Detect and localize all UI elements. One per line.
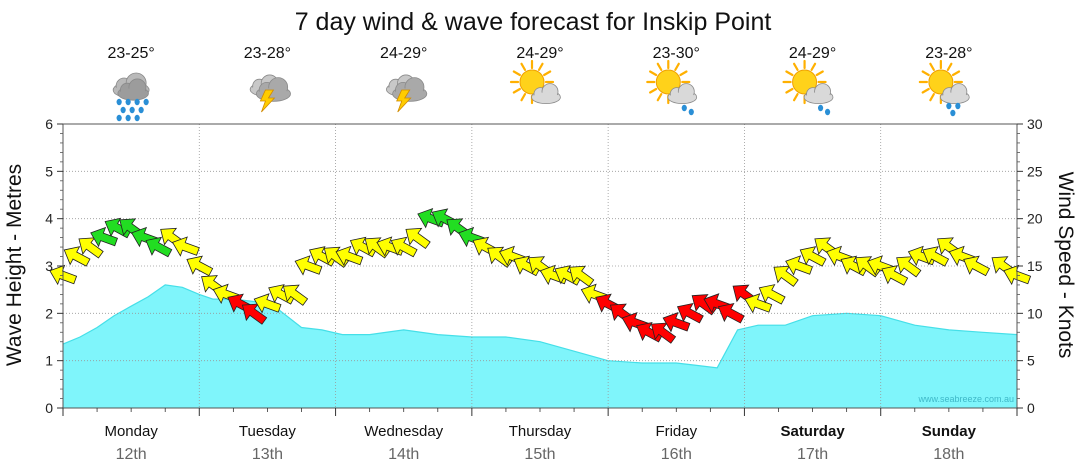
wind-arrow: [676, 302, 704, 324]
wind-arrow: [335, 245, 364, 267]
rain-cloud-icon: [112, 72, 150, 122]
wind-arrow: [241, 303, 268, 325]
wind-arrow: [390, 236, 418, 258]
wind-arrow: [922, 246, 950, 267]
right-tick-label: 10: [1027, 305, 1043, 321]
thunderstorm-icon: [249, 74, 291, 113]
day-date-label: 14th: [388, 446, 419, 463]
partly-cloudy-shower-icon: [782, 59, 834, 116]
wind-arrow: [758, 284, 786, 305]
left-tick-label: 3: [45, 258, 53, 274]
wind-arrow: [171, 236, 200, 257]
partly-cloudy-icon: [509, 59, 561, 105]
wind-arrow: [650, 322, 677, 344]
day-name-label: Monday: [104, 423, 158, 440]
left-tick-label: 2: [45, 305, 53, 321]
wind-arrow: [186, 255, 214, 277]
day-name-label: Thursday: [509, 423, 572, 440]
day-temperature: 23-30°: [653, 45, 700, 62]
left-tick-label: 6: [45, 116, 53, 132]
wind-arrow: [282, 284, 309, 306]
left-tick-label: 1: [45, 353, 53, 369]
wind-arrow-series: [49, 207, 1032, 344]
day-temperature: 24-29°: [516, 45, 563, 62]
wind-arrow: [744, 293, 773, 314]
left-tick-label: 4: [45, 211, 53, 227]
wave-height-area: [63, 284, 1017, 408]
wind-arrow: [963, 255, 990, 277]
day-date-label: 16th: [661, 446, 692, 463]
left-tick-label: 5: [45, 163, 53, 179]
wind-arrow: [405, 227, 431, 250]
day-temperature: 23-28°: [244, 45, 291, 62]
wave-height-line: [62, 284, 1018, 369]
wind-arrow: [253, 293, 282, 314]
wind-arrow: [78, 237, 104, 259]
wind-arrow: [881, 265, 909, 286]
day-temperature: 23-25°: [107, 45, 154, 62]
wind-arrow: [90, 226, 118, 248]
day-date-label: 13th: [252, 446, 283, 463]
wind-arrow: [896, 256, 922, 278]
partly-cloudy-rain-icon: [918, 59, 970, 117]
day-name-label: Saturday: [780, 423, 845, 440]
day-date-label: 12th: [116, 446, 147, 463]
day-name-label: Wednesday: [364, 423, 443, 440]
day-date-label: 18th: [933, 446, 964, 463]
day-headers: 23-25° Monday 12th 23-28° Tuesday 13th 24-29° W…: [104, 45, 976, 463]
wind-arrow: [662, 312, 691, 333]
wind-arrow: [785, 255, 813, 276]
thunderstorm-icon: [386, 74, 428, 113]
wind-arrow: [145, 236, 173, 258]
right-tick-label: 30: [1027, 116, 1043, 132]
right-tick-label: 5: [1027, 353, 1035, 369]
wind-arrow: [799, 246, 827, 267]
day-date-label: 17th: [797, 446, 828, 463]
right-tick-label: 25: [1027, 163, 1043, 179]
day-temperature: 23-28°: [925, 45, 972, 62]
partly-cloudy-shower-icon: [646, 59, 698, 116]
day-temperature: 24-29°: [380, 45, 427, 62]
axes: 0 1 2 3 4 5 6 0 5 10 15 20 25 30: [45, 116, 1043, 416]
wind-arrow: [294, 255, 323, 276]
wind-arrow: [773, 265, 799, 287]
right-tick-label: 20: [1027, 211, 1043, 227]
wind-arrow: [569, 265, 595, 287]
wave-height-series: [62, 284, 1018, 408]
y-axis-right-label: Wind Speed - Knots: [1054, 172, 1077, 359]
right-tick-label: 0: [1027, 400, 1035, 416]
day-name-label: Tuesday: [239, 423, 296, 440]
wind-arrow: [717, 302, 745, 324]
day-name-label: Friday: [655, 423, 697, 440]
watermark: www.seabreeze.com.au: [917, 394, 1014, 404]
wind-arrow: [63, 246, 91, 267]
left-tick-label: 0: [45, 400, 53, 416]
day-date-label: 15th: [524, 446, 555, 463]
day-name-label: Sunday: [922, 423, 977, 440]
y-axis-left-label: Wave Height - Metres: [3, 164, 26, 366]
day-temperature: 24-29°: [789, 45, 836, 62]
right-tick-label: 15: [1027, 258, 1043, 274]
chart-title: 7 day wind & wave forecast for Inskip Po…: [295, 8, 772, 36]
